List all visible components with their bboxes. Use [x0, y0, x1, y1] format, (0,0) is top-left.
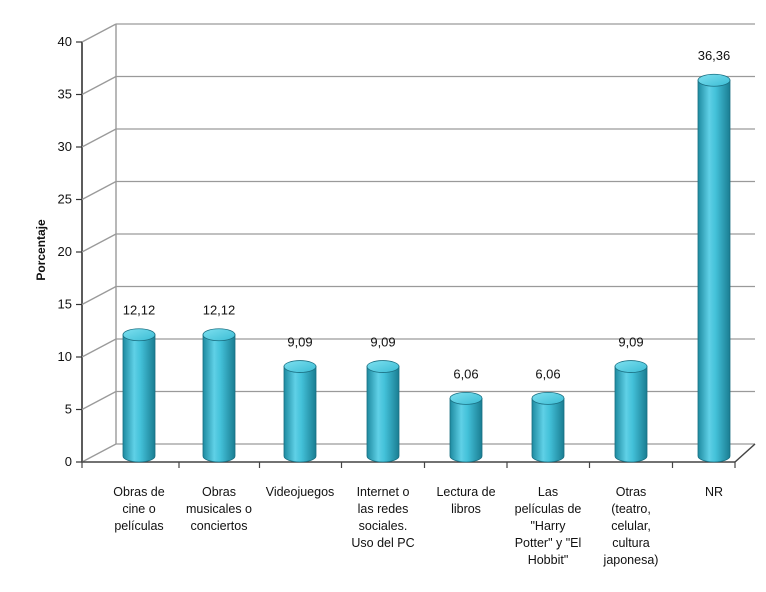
y-axis-title: Porcentaje — [34, 219, 48, 281]
gridline-diagonal — [81, 390, 117, 411]
category-label: Otras — [616, 485, 647, 499]
y-tick-label: 10 — [58, 349, 72, 364]
data-label: 9,09 — [618, 335, 643, 350]
y-tick-label: 25 — [58, 192, 72, 207]
category-label: (teatro, — [611, 502, 651, 516]
bar-top — [283, 360, 317, 373]
category-label: conciertos — [191, 519, 248, 533]
floor-right-edge — [734, 443, 756, 463]
gridline-diagonal — [81, 443, 117, 463]
data-label: 12,12 — [123, 303, 156, 318]
bar-top — [202, 328, 236, 342]
category-label: Videojuegos — [266, 485, 335, 499]
category-label: musicales o — [186, 502, 252, 516]
category-label: "Harry — [531, 519, 567, 533]
bar-body — [697, 79, 731, 463]
gridline-diagonal — [81, 285, 117, 306]
bar-6 — [531, 391, 565, 463]
y-tick-label: 15 — [58, 297, 72, 312]
bar-layer — [122, 73, 731, 463]
category-label: cultura — [612, 536, 650, 550]
bar-body — [283, 366, 317, 463]
category-label: NR — [705, 485, 723, 499]
category-label: cine o — [122, 502, 155, 516]
gridline-diagonal — [81, 23, 117, 43]
category-label: Internet o — [357, 485, 410, 499]
data-label: 36,36 — [698, 48, 731, 63]
grid-layer — [81, 23, 756, 468]
category-label-layer: Obras de cine o películas Obras musicales o c… — [113, 485, 723, 567]
category-label: películas de — [515, 502, 582, 516]
y-tick-label: 20 — [58, 244, 72, 259]
category-label: las redes — [358, 502, 409, 516]
bar-3 — [283, 360, 317, 463]
category-label: Uso del PC — [351, 536, 414, 550]
gridline-diagonal — [81, 180, 117, 201]
bar-1 — [122, 328, 156, 463]
data-label: 12,12 — [203, 303, 236, 318]
bar-7 — [614, 360, 648, 463]
bar-body — [531, 397, 565, 463]
category-label: Hobbit" — [528, 553, 569, 567]
bar-2 — [202, 328, 236, 463]
data-label-layer: 12,12 12,12 9,09 9,09 6,06 6,06 9,09 36,36 — [123, 48, 731, 381]
data-label: 9,09 — [370, 335, 395, 350]
category-label: Obras de — [113, 485, 164, 499]
y-tick-label: 5 — [65, 402, 72, 417]
bar-8 — [697, 73, 731, 463]
gridline-diagonal — [81, 338, 117, 358]
bar-top — [449, 391, 483, 405]
y-tick-label: 40 — [58, 34, 72, 49]
data-label: 6,06 — [453, 366, 478, 381]
bar-body — [449, 397, 483, 463]
gridline-diagonal — [81, 128, 117, 148]
gridline-diagonal — [81, 233, 117, 253]
bar-body — [122, 334, 156, 463]
category-label: Potter" y "El — [515, 536, 582, 550]
category-label: Lectura de — [436, 485, 495, 499]
bar-5 — [449, 391, 483, 463]
y-tick-label: 0 — [65, 454, 72, 469]
bar-4 — [366, 360, 400, 463]
category-label: libros — [451, 502, 481, 516]
bar-top — [531, 391, 565, 405]
y-tick-label: 30 — [58, 139, 72, 154]
bar-body — [614, 366, 648, 463]
bar-top — [614, 360, 648, 373]
bar-top — [697, 73, 731, 87]
y-tick-label: 35 — [58, 87, 72, 102]
y-tick-layer: 0 5 10 15 20 25 30 35 40 — [58, 34, 82, 469]
bar-top — [366, 360, 400, 373]
category-label: celular, — [611, 519, 651, 533]
bar-body — [366, 366, 400, 463]
bar-body — [202, 334, 236, 463]
bar-top — [122, 328, 156, 342]
gridline-diagonal — [81, 75, 117, 96]
category-label: películas — [114, 519, 163, 533]
data-label: 6,06 — [535, 366, 560, 381]
category-label: sociales. — [359, 519, 408, 533]
category-label: japonesa) — [603, 553, 659, 567]
data-label: 9,09 — [287, 335, 312, 350]
category-label: Obras — [202, 485, 236, 499]
category-label: Las — [538, 485, 558, 499]
